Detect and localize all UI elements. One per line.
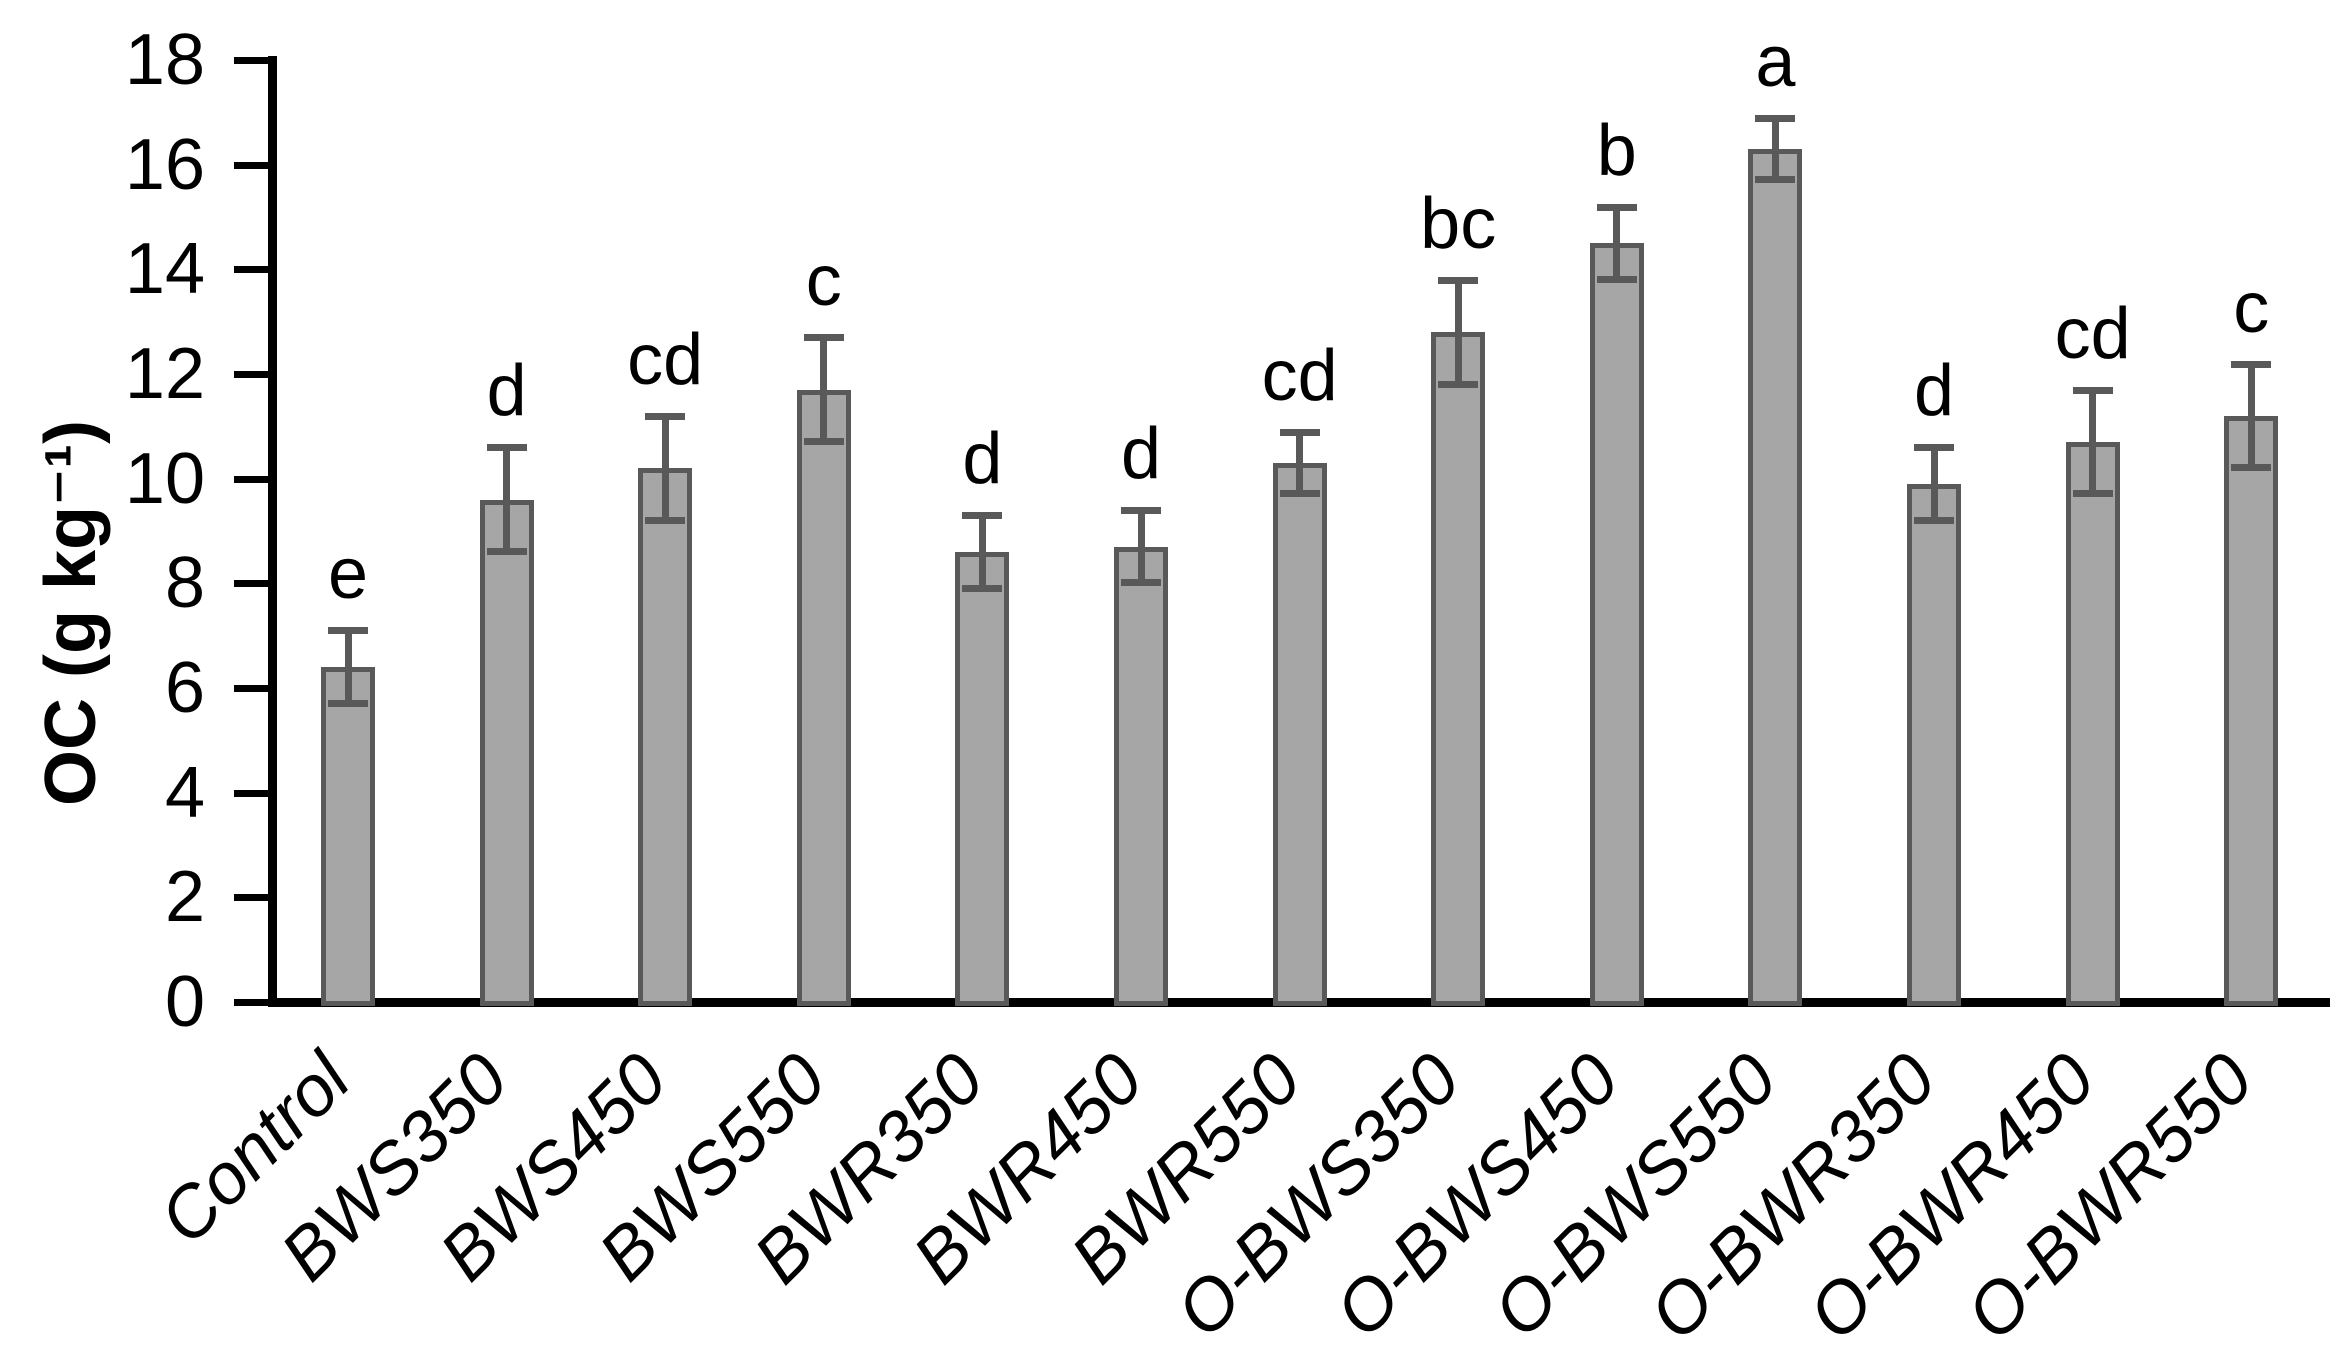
error-bar-line (1137, 510, 1145, 584)
y-tick-mark (234, 685, 268, 693)
y-tick-label: 10 (124, 438, 205, 519)
error-bar-cap-bottom (2072, 490, 2113, 498)
error-bar-cap-top (1914, 444, 1954, 452)
y-tick-label: 16 (124, 124, 205, 205)
error-bar-line (1771, 117, 1779, 181)
error-bar-cap-bottom (1596, 275, 1637, 283)
y-tick-mark (234, 789, 268, 797)
y-tick-label: 12 (124, 334, 205, 415)
error-bar-cap-top (803, 334, 844, 342)
bar-bws350 (479, 499, 534, 1006)
bar-o-bwr550 (2224, 415, 2279, 1006)
error-bar-cap-bottom (1914, 516, 1954, 524)
y-tick-mark (234, 57, 268, 65)
y-tick-label: 0 (164, 962, 205, 1042)
error-bar-line (344, 630, 352, 704)
error-bar-line (661, 415, 669, 521)
error-bar-cap-bottom (645, 516, 686, 524)
bar-o-bws350 (1431, 332, 1486, 1006)
error-bar-cap-bottom (803, 438, 844, 446)
error-bar-line (1930, 447, 1938, 521)
error-bar-cap-bottom (486, 547, 527, 555)
error-bar-line (978, 515, 986, 589)
y-tick-mark (234, 161, 268, 169)
error-bar-cap-top (1438, 276, 1479, 284)
error-bar-line (820, 337, 828, 443)
error-bar-cap-top (1279, 428, 1320, 436)
bar-o-bwr350 (1907, 483, 1961, 1006)
significance-letter: cd (2054, 293, 2131, 374)
error-bar-cap-top (645, 412, 686, 420)
y-tick-mark (234, 266, 268, 274)
significance-letter: c (805, 241, 842, 322)
error-bar-cap-top (962, 512, 1003, 520)
y-axis-line (268, 56, 277, 1007)
error-bar-cap-bottom (1279, 490, 1320, 498)
error-bar-cap-top (2231, 360, 2272, 368)
bar-bws450 (638, 468, 693, 1006)
error-bar-cap-bottom (962, 584, 1003, 592)
y-tick-label: 14 (124, 229, 205, 310)
bar-bwr450 (1114, 546, 1168, 1006)
error-bar-cap-bottom (2231, 464, 2272, 472)
bar-bws550 (796, 389, 851, 1006)
significance-letter: d (1120, 414, 1162, 495)
significance-letter: bc (1420, 183, 1497, 264)
error-bar-line (503, 447, 511, 552)
y-tick-label: 6 (164, 648, 205, 729)
error-bar-cap-bottom (1438, 380, 1479, 388)
significance-letter: a (1755, 21, 1796, 102)
bar-o-bws550 (1748, 149, 1803, 1006)
significance-letter: b (1596, 110, 1637, 191)
y-tick-label: 2 (164, 857, 205, 938)
error-bar-cap-top (1755, 114, 1796, 122)
significance-letter: cd (627, 319, 704, 400)
y-tick-mark (234, 999, 268, 1006)
significance-letter: e (327, 534, 369, 615)
bar-bwr350 (955, 551, 1010, 1006)
error-bar-cap-top (2072, 386, 2113, 394)
y-tick-mark (234, 894, 268, 902)
significance-letter: d (1913, 351, 1955, 432)
error-bar-cap-bottom (328, 699, 368, 707)
y-tick-mark (234, 371, 268, 379)
error-bar-cap-top (1121, 507, 1161, 515)
error-bar-cap-bottom (1755, 176, 1796, 184)
error-bar-cap-top (1596, 203, 1637, 211)
error-bar-cap-top (486, 444, 527, 452)
bar-control (321, 667, 375, 1006)
error-bar-line (2247, 363, 2255, 469)
error-bar-cap-bottom (1121, 579, 1161, 587)
y-tick-mark (234, 580, 268, 588)
error-bar-line (1613, 206, 1621, 280)
error-bar-line (1454, 279, 1462, 385)
significance-letter: d (962, 419, 1003, 500)
bar-bwr550 (1272, 463, 1327, 1006)
error-bar-line (1296, 431, 1304, 495)
error-bar-cap-top (328, 627, 368, 635)
error-bar-line (2089, 389, 2097, 495)
bar-o-bwr450 (2065, 442, 2120, 1006)
bar-o-bws450 (1589, 243, 1644, 1006)
y-tick-label: 4 (164, 752, 205, 833)
significance-letter: d (486, 351, 527, 432)
y-tick-label: 8 (164, 543, 205, 624)
y-tick-mark (234, 475, 268, 483)
significance-letter: cd (1261, 335, 1338, 416)
significance-letter: c (2233, 267, 2270, 348)
y-tick-label: 18 (124, 20, 205, 101)
